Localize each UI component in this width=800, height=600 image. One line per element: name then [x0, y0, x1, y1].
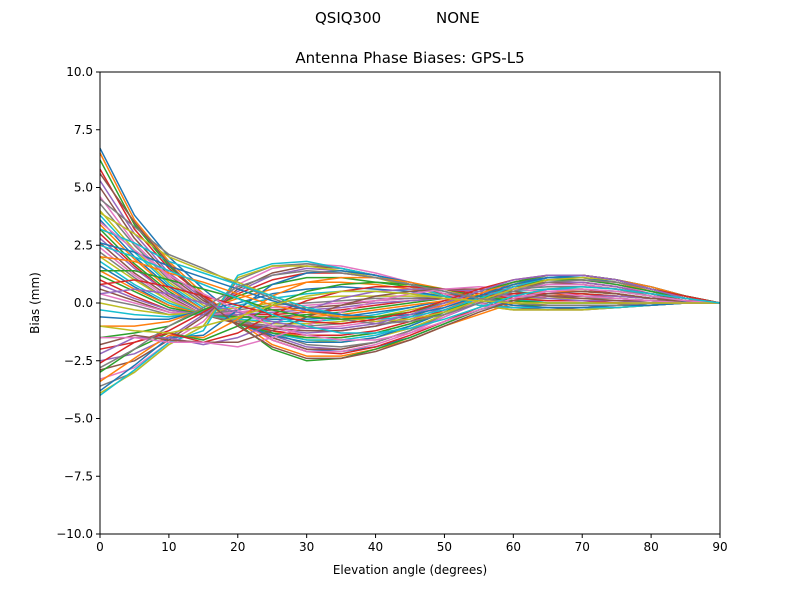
plot-frame	[99, 71, 721, 535]
series-line-9	[99, 210, 721, 344]
x-tick-label: 30	[299, 540, 314, 554]
x-axis-label: Elevation angle (degrees)	[333, 563, 487, 577]
x-tick-label: 90	[712, 540, 727, 554]
x-tick-label: 10	[161, 540, 176, 554]
x-tick-label: 70	[575, 540, 590, 554]
y-tick-label: 0.0	[74, 296, 93, 310]
tick-layer: 0 10 20 30 40 50 60 70 80 90 −10.0 −7.5 −5.0 −2.5 0.0 2…	[56, 65, 727, 554]
radome-name: NONE	[436, 9, 480, 27]
x-tick-label: 60	[506, 540, 521, 554]
chart-title: Antenna Phase Biases: GPS-L5	[295, 49, 524, 67]
x-tick-label: 80	[643, 540, 658, 554]
series-line-57	[99, 221, 721, 341]
y-tick-label: −10.0	[56, 527, 93, 541]
x-tick-label: 20	[230, 540, 245, 554]
y-tick-label: 2.5	[74, 238, 93, 252]
y-tick-label: 10.0	[66, 65, 93, 79]
y-tick-label: 5.0	[74, 181, 93, 195]
series-line-58	[99, 269, 720, 369]
y-tick-label: −2.5	[64, 354, 93, 368]
series-line-59	[99, 290, 720, 334]
y-tick-label: 7.5	[74, 123, 93, 137]
series-line-55	[99, 274, 721, 330]
y-tick-label: −5.0	[64, 412, 93, 426]
figure-suptitle: QSIQ300 NONE	[0, 9, 800, 29]
station-name: QSIQ300	[315, 9, 382, 27]
series-line-60	[99, 244, 721, 334]
series-line-48	[99, 198, 721, 325]
series-layer	[99, 147, 721, 397]
series-line-56	[99, 173, 721, 360]
y-tick-label: −7.5	[64, 469, 93, 483]
x-tick-label: 0	[96, 540, 104, 554]
y-axis-label: Bias (mm)	[28, 272, 42, 334]
x-tick-label: 50	[437, 540, 452, 554]
series-line-6	[99, 187, 721, 350]
x-tick-label: 40	[368, 540, 383, 554]
